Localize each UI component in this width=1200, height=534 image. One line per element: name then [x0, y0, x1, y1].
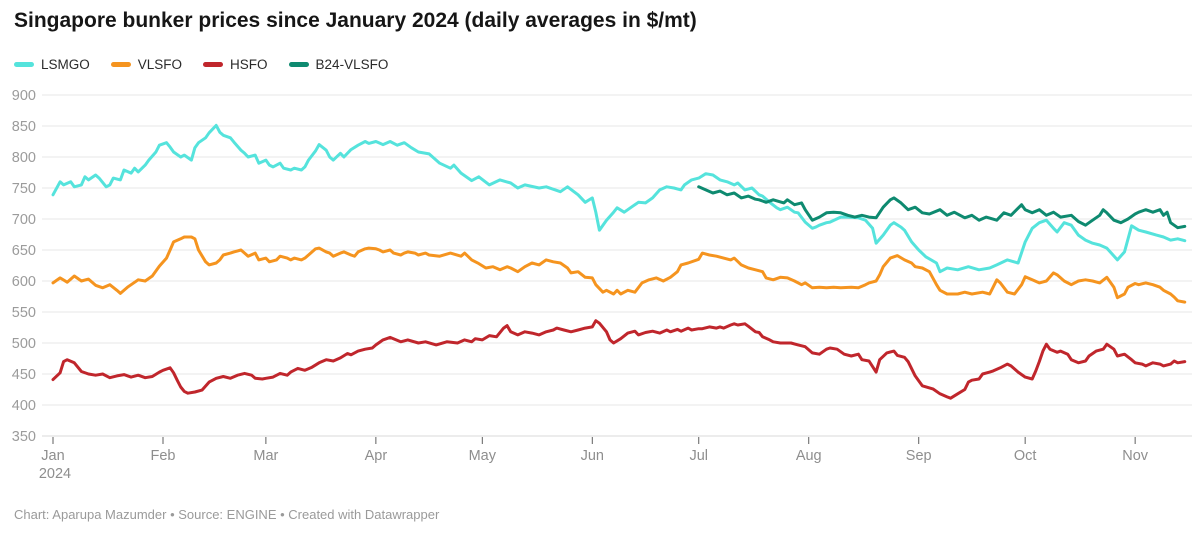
- legend: LSMGO VLSFO HSFO B24-VLSFO: [14, 57, 388, 72]
- x-axis-label: Mar: [253, 448, 278, 464]
- x-axis-label: Apr: [365, 448, 388, 464]
- y-axis-label: 600: [12, 274, 36, 290]
- series-line-hsfo: [51, 319, 1187, 400]
- y-axis-label: 400: [12, 398, 36, 414]
- legend-item-vlsfo: VLSFO: [110, 57, 183, 72]
- series-line-vlsfo: [51, 235, 1187, 304]
- y-axis-label: 850: [12, 119, 36, 135]
- series-line-lsmgo: [51, 123, 1187, 274]
- x-axis-label: Jan: [41, 448, 64, 464]
- legend-label: HSFO: [230, 57, 268, 72]
- legend-item-b24-vlsfo: B24-VLSFO: [288, 57, 389, 72]
- legend-item-hsfo: HSFO: [203, 57, 268, 72]
- x-axis-year-label: 2024: [39, 466, 71, 482]
- legend-label: VLSFO: [137, 57, 183, 72]
- x-axis-label: Jun: [581, 448, 604, 464]
- x-axis-label: Sep: [906, 448, 932, 464]
- y-axis-label: 650: [12, 243, 36, 259]
- legend-item-lsmgo: LSMGO: [14, 57, 90, 72]
- y-axis-label: 350: [12, 429, 36, 445]
- x-axis-label: Aug: [796, 448, 822, 464]
- x-axis-label: May: [469, 448, 497, 464]
- y-axis-label: 750: [12, 181, 36, 197]
- x-axis-label: Jul: [689, 448, 708, 464]
- legend-swatch-icon: [288, 62, 309, 67]
- legend-swatch-icon: [203, 62, 224, 67]
- legend-label: LSMGO: [41, 57, 90, 72]
- y-axis-label: 700: [12, 212, 36, 228]
- legend-label: B24-VLSFO: [315, 57, 389, 72]
- y-axis-label: 450: [12, 367, 36, 383]
- legend-swatch-icon: [14, 62, 34, 67]
- series-line-b24-vlsfo: [697, 185, 1187, 230]
- chart-title: Singapore bunker prices since January 20…: [14, 9, 697, 32]
- attribution-footer: Chart: Aparupa Mazumder • Source: ENGINE…: [14, 507, 440, 522]
- legend-swatch-icon: [110, 62, 131, 67]
- y-axis-label: 800: [12, 150, 36, 166]
- y-axis-label: 900: [12, 88, 36, 104]
- x-axis-label: Nov: [1122, 448, 1149, 464]
- x-axis-label: Feb: [150, 448, 175, 464]
- y-axis-label: 550: [12, 305, 36, 321]
- x-axis-label: Oct: [1014, 448, 1037, 464]
- y-axis-label: 500: [12, 336, 36, 352]
